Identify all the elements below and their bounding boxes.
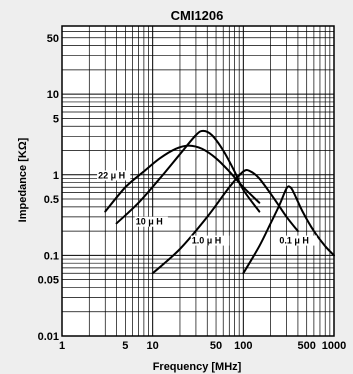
curve-label: 22 μ H <box>98 170 125 180</box>
plot-area <box>61 25 335 337</box>
chart-title: CMI1206 <box>171 8 224 23</box>
curve-label-backing <box>278 235 317 246</box>
x-tick-labels: 1 5 10 50 100 500 1000 <box>59 340 346 352</box>
y-tick-label: 0.05 <box>38 275 59 287</box>
x-tick-label: 100 <box>234 340 252 352</box>
x-tick-label: 1000 <box>322 340 346 352</box>
series-curve <box>151 168 299 275</box>
y-tick-label: 0.5 <box>44 194 59 206</box>
x-axis-label: Frequency [MHz] <box>153 361 242 373</box>
y-tick-labels: 0.01 0.05 0.1 0.5 1 5 10 50 <box>38 33 59 343</box>
y-tick-label: 1 <box>53 170 59 182</box>
curve-label: 0.1 μ H <box>279 236 309 246</box>
y-tick-label: 50 <box>47 33 59 45</box>
curve-label: 10 μ H <box>136 217 163 227</box>
curves <box>104 129 335 275</box>
x-tick-label: 5 <box>122 340 128 352</box>
y-tick-label: 0.1 <box>44 250 59 262</box>
grid <box>62 26 334 336</box>
x-tick-label: 1 <box>59 340 65 352</box>
curve-labels: 22 μ H 10 μ H 1.0 μ H 0.1 μ H <box>97 170 317 246</box>
curve-label-backing <box>134 216 168 227</box>
x-tick-label: 10 <box>147 340 159 352</box>
y-tick-label: 5 <box>53 113 59 125</box>
y-tick-label: 0.01 <box>38 331 59 343</box>
curve-label: 1.0 μ H <box>192 236 222 246</box>
series-curve <box>242 185 335 275</box>
series-curve <box>104 144 261 213</box>
y-axis-label: Impedance [KΩ] <box>17 137 29 222</box>
x-tick-label: 50 <box>210 340 222 352</box>
curve-label-backing <box>97 170 131 181</box>
x-tick-label: 500 <box>298 340 316 352</box>
curve-label-backing <box>190 235 230 246</box>
y-tick-label: 10 <box>47 89 59 101</box>
